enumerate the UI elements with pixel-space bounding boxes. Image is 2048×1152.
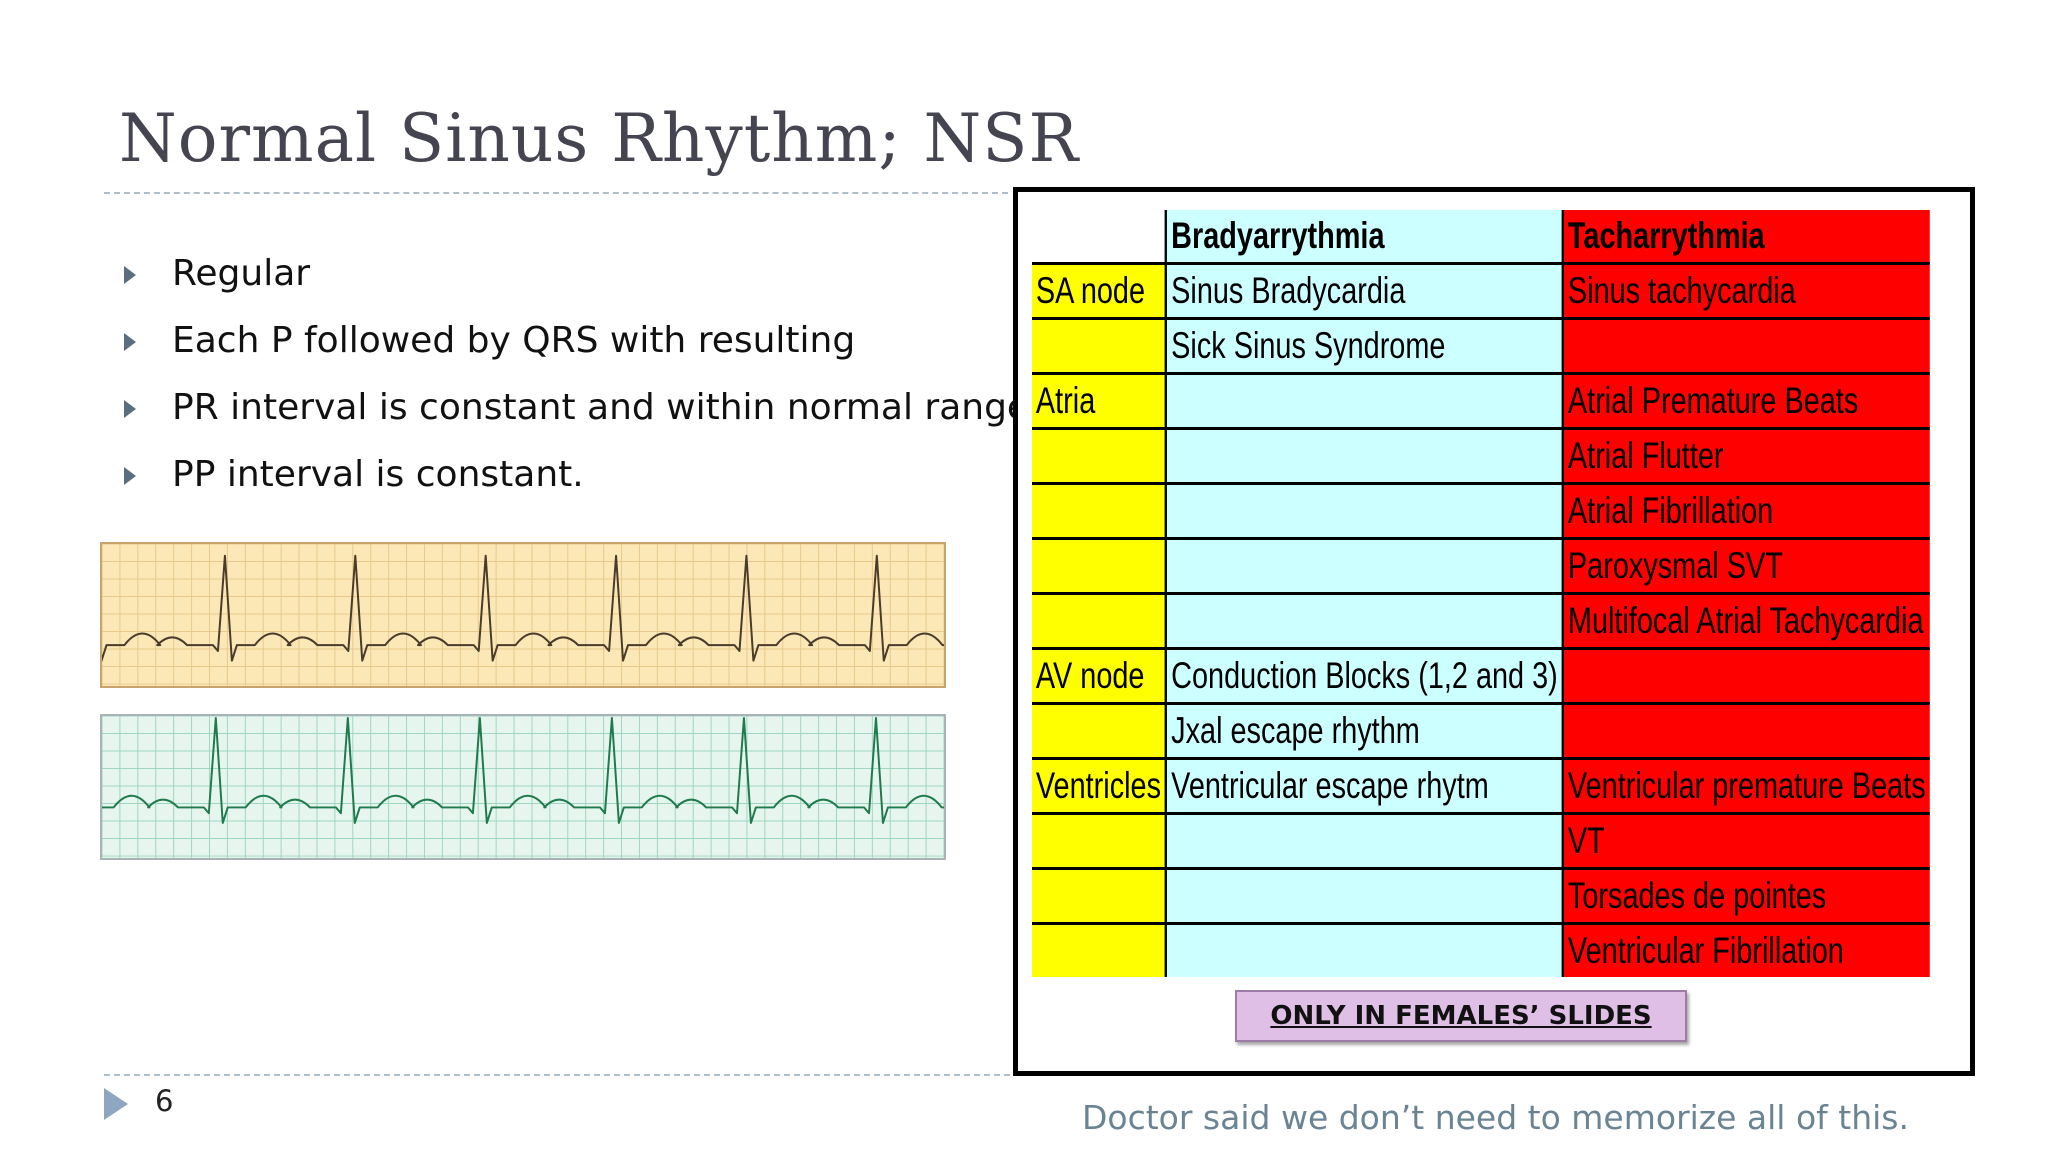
bradyarrhythmia-cell: Sick Sinus Syndrome [1164, 318, 1563, 375]
bullet-item: PP interval is constant. [118, 447, 1029, 514]
ecg-waveform [102, 554, 944, 662]
ecg-trace-tan [102, 544, 944, 686]
ecg-trace-green [102, 716, 944, 858]
table-header-row: Bradyarrythmia Tacharrythmia [1032, 210, 1930, 265]
region-cell [1032, 923, 1167, 977]
bradyarrhythmia-cell [1164, 483, 1563, 540]
table-header-cell: Bradyarrythmia [1164, 210, 1563, 265]
footer-divider [104, 1074, 1010, 1076]
region-cell: Atria [1032, 373, 1167, 430]
tachyarrhythmia-cell: Atrial Premature Beats [1561, 373, 1930, 430]
bullet-list: Regular Each P followed by QRS with resu… [118, 246, 1029, 514]
ecg-strip-tan [100, 542, 946, 688]
bullet-item: PR interval is constant and within norma… [118, 380, 1029, 447]
footnote: Doctor said we don’t need to memorize al… [1082, 1098, 1909, 1137]
bullet-text: PR interval is constant and within norma… [172, 387, 1030, 428]
arrhythmia-table-frame: Bradyarrythmia Tacharrythmia SA node Sinus … [1013, 187, 1975, 1076]
tachyarrhythmia-cell [1561, 648, 1930, 705]
tachyarrhythmia-cell [1561, 318, 1930, 375]
tachyarrhythmia-cell: Atrial Fibrillation [1561, 483, 1930, 540]
bradyarrhythmia-cell [1164, 813, 1563, 870]
table-row: Sick Sinus Syndrome [1032, 318, 1930, 375]
ecg-grid [102, 544, 944, 686]
tachyarrhythmia-cell: Ventricular premature Beats [1561, 758, 1930, 815]
table-header-cell: Tacharrythmia [1561, 210, 1930, 265]
tachyarrhythmia-cell: Torsades de pointes [1561, 868, 1930, 925]
bullet-arrow-icon [124, 333, 136, 351]
table-row: Atrial Fibrillation [1032, 483, 1930, 540]
bullet-text: Regular [172, 253, 311, 294]
page-number: 6 [155, 1084, 174, 1118]
region-cell: AV node [1032, 648, 1167, 705]
page-marker-icon [104, 1088, 128, 1120]
region-cell: Ventricles [1032, 758, 1167, 815]
bradyarrhythmia-cell: Ventricular escape rhytm [1164, 758, 1563, 815]
bradyarrhythmia-cell [1164, 428, 1563, 485]
region-cell [1032, 813, 1167, 870]
region-cell [1032, 703, 1167, 760]
tachyarrhythmia-cell: Atrial Flutter [1561, 428, 1930, 485]
tachyarrhythmia-cell: VT [1561, 813, 1930, 870]
region-cell [1032, 538, 1167, 595]
bradyarrhythmia-cell: Jxal escape rhythm [1164, 703, 1563, 760]
table-row: Jxal escape rhythm [1032, 703, 1930, 760]
region-cell [1032, 868, 1167, 925]
bullet-item: Regular [118, 246, 1029, 313]
ecg-strip-green [100, 714, 946, 860]
bullet-arrow-icon [124, 266, 136, 284]
bradyarrhythmia-cell: Sinus Bradycardia [1164, 263, 1563, 320]
table-row: Ventricular Fibrillation [1032, 923, 1930, 977]
bradyarrhythmia-cell [1164, 923, 1563, 977]
ecg-waveform [102, 716, 944, 824]
ecg-grid [102, 716, 944, 858]
region-cell [1032, 428, 1167, 485]
table-row: Torsades de pointes [1032, 868, 1930, 925]
tachyarrhythmia-cell: Paroxysmal SVT [1561, 538, 1930, 595]
bullet-text: PP interval is constant. [172, 454, 584, 495]
table-row: VT [1032, 813, 1930, 870]
bradyarrhythmia-cell [1164, 868, 1563, 925]
region-cell [1032, 318, 1167, 375]
table-row: AV node Conduction Blocks (1,2 and 3) [1032, 648, 1930, 705]
region-cell: SA node [1032, 263, 1167, 320]
bradyarrhythmia-cell [1164, 593, 1563, 650]
table-row: Multifocal Atrial Tachycardia [1032, 593, 1930, 650]
table-row: Paroxysmal SVT [1032, 538, 1930, 595]
table-row: Atria Atrial Premature Beats [1032, 373, 1930, 430]
tachyarrhythmia-cell: Ventricular Fibrillation [1561, 923, 1930, 977]
table-row: SA node Sinus Bradycardia Sinus tachycardi… [1032, 263, 1930, 320]
bradyarrhythmia-cell [1164, 373, 1563, 430]
bullet-text: Each P followed by QRS with resulting [172, 320, 856, 361]
arrhythmia-table: Bradyarrythmia Tacharrythmia SA node Sinus … [1032, 210, 1930, 977]
bradyarrhythmia-cell: Conduction Blocks (1,2 and 3) [1164, 648, 1563, 705]
bullet-arrow-icon [124, 467, 136, 485]
region-cell [1032, 483, 1167, 540]
bradyarrhythmia-cell [1164, 538, 1563, 595]
bullet-item: Each P followed by QRS with resulting [118, 313, 1029, 380]
table-row: Ventricles Ventricular escape rhytm Ventri… [1032, 758, 1930, 815]
table-row: Atrial Flutter [1032, 428, 1930, 485]
table-header-cell [1032, 210, 1167, 265]
region-cell [1032, 593, 1167, 650]
bullet-arrow-icon [124, 400, 136, 418]
tachyarrhythmia-cell: Sinus tachycardia [1561, 263, 1930, 320]
slide-title: Normal Sinus Rhythm; NSR [119, 100, 1080, 177]
females-slides-badge: ONLY IN FEMALES’ SLIDES [1235, 990, 1687, 1042]
tachyarrhythmia-cell: Multifocal Atrial Tachycardia [1561, 593, 1930, 650]
tachyarrhythmia-cell [1561, 703, 1930, 760]
title-divider [104, 192, 1008, 194]
